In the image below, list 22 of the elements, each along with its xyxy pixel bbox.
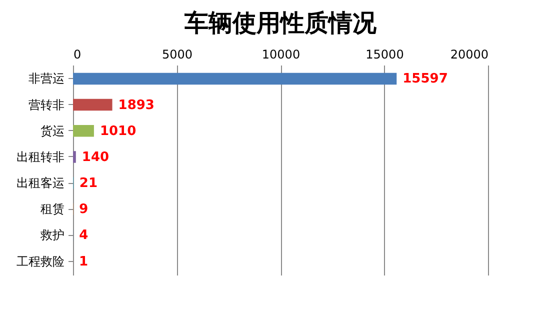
x-tick-label: 20000	[450, 48, 488, 62]
chart-title: 车辆使用性质情况	[184, 8, 378, 37]
y-tick-label: 货运	[40, 124, 64, 138]
y-tick-label: 非营运	[28, 72, 64, 86]
y-tick-label: 租赁	[40, 202, 64, 216]
data-label: 1010	[100, 124, 136, 139]
y-tick-label: 营转非	[28, 98, 64, 112]
y-tick-label: 出租转非	[16, 150, 64, 164]
data-label: 1	[79, 254, 88, 270]
x-tick-label: 0	[74, 48, 82, 62]
data-label: 1893	[118, 98, 154, 113]
x-tick-label: 5000	[162, 48, 193, 62]
x-tick-label: 10000	[262, 48, 300, 62]
data-label: 9	[79, 202, 88, 218]
data-label: 21	[79, 176, 98, 192]
y-tick-label: 救护	[40, 228, 64, 242]
y-tick-label: 工程救险	[16, 254, 64, 268]
data-label: 140	[82, 150, 110, 165]
data-label: 15597	[402, 72, 448, 87]
x-tick-label: 15000	[366, 48, 404, 62]
y-tick-label: 出租客运	[16, 176, 64, 190]
data-label: 4	[79, 228, 88, 244]
